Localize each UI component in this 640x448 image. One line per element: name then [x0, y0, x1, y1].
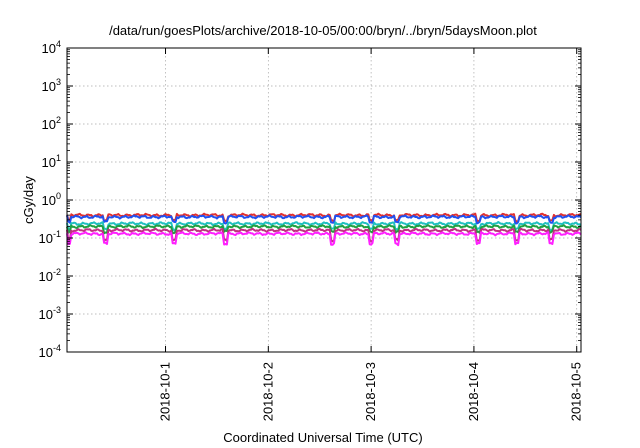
series-group — [66, 212, 582, 247]
x-tick-label: 2018-10-4 — [466, 362, 481, 421]
x-axis-ticks: 2018-10-1 2018-10-2 2018-10-3 2018-10-4 2018… — [158, 48, 584, 421]
y-tick-label: 10-4 — [39, 343, 61, 360]
y-tick-label: 10-1 — [39, 229, 61, 246]
y-tick-label: 101 — [42, 153, 61, 170]
y-axis-ticks: 10-4 10-3 10-2 10-1 100 101 102 103 104 — [39, 39, 581, 360]
y-tick-label: 10-2 — [39, 267, 61, 284]
y-axis-title: cGy/day — [21, 176, 36, 224]
grid — [67, 48, 581, 352]
y-tick-label: 10-3 — [39, 305, 61, 322]
series-line — [66, 224, 582, 235]
y-tick-label: 102 — [42, 115, 61, 132]
series-line — [66, 227, 582, 243]
x-tick-label: 2018-10-1 — [158, 362, 173, 421]
x-tick-label: 2018-10-3 — [363, 362, 378, 421]
series-line — [66, 214, 582, 225]
y-tick-label: 104 — [42, 39, 61, 56]
x-axis-title: Coordinated Universal Time (UTC) — [223, 430, 422, 445]
x-tick-label: 2018-10-2 — [260, 362, 275, 421]
y-tick-label: 103 — [42, 77, 61, 94]
y-tick-label: 100 — [42, 191, 61, 208]
x-tick-label: 2018-10-5 — [569, 362, 584, 421]
chart-title: /data/run/goesPlots/archive/2018-10-05/0… — [109, 23, 537, 38]
series-line — [66, 221, 582, 232]
series-line — [66, 231, 582, 247]
